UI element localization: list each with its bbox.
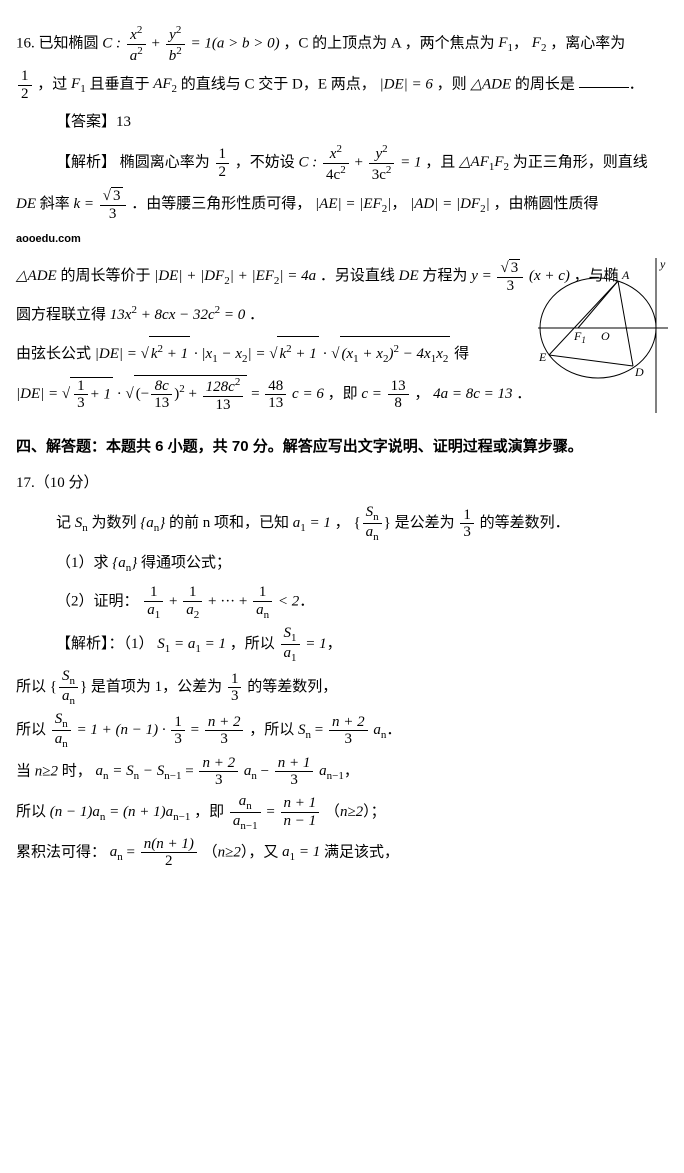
- svg-text:D: D: [634, 365, 644, 379]
- q17-sol-2: 所以 {Snan} 是首项为 1，公差为 13 的等差数列，: [16, 668, 668, 707]
- q17-part2: （2）证明： 1a1 + 1a2 + ··· + 1an < 2．: [16, 584, 668, 621]
- q17-sol-6: 累积法可得： an = n(n + 1)2 （n≥2），又 a1 = 1 满足该…: [16, 836, 668, 870]
- svg-text:A: A: [621, 268, 630, 282]
- q16-num: 16.: [16, 35, 35, 51]
- q17-sol-4: 当 n≥2 时， an = Sn − Sn−1 = n + 23 an − n …: [16, 755, 668, 789]
- q17-sol-5: 所以 (n − 1)an = (n + 1)an−1 ，即 anan−1 = n…: [16, 793, 668, 832]
- section-4-header: 四、解答题：本题共 6 小题，共 70 分。解答应写出文字说明、证明过程或演算步…: [16, 430, 668, 463]
- q16-stem-1: 16. 已知椭圆 C : x2 a2 + y2 b2 = 1(a > b > 0…: [16, 24, 668, 64]
- watermark: aooedu.com: [16, 233, 81, 245]
- q16-answer: 【答案】13: [16, 106, 668, 139]
- frac-y2-b2: y2 b2: [166, 24, 185, 64]
- q16-sol-1: 【解析】 椭圆离心率为 12 ，不妨设 C : x24c2 + y23c2 = …: [16, 143, 668, 183]
- q17-sol-3: 所以 Snan = 1 + (n − 1) · 13 = n + 23 ，所以 …: [16, 711, 668, 750]
- q17-part1: （1）求 {an} 得通项公式；: [16, 547, 668, 580]
- q16-sol-3: △ADE 的周长等价于 |DE| + |DF2| + |EF2| = 4a ．另…: [16, 259, 668, 294]
- svg-text:O: O: [601, 329, 610, 343]
- q17-sol-1: 【解析】：（1） S1 = a1 = 1 ，所以 S1a1 = 1，: [16, 625, 668, 664]
- svg-text:E: E: [538, 350, 547, 364]
- q16-stem-2: 12 ，过 F1 且垂直于 AF2 的直线与 C 交于 D，E 两点， |DE|…: [16, 68, 668, 102]
- svg-text:y: y: [659, 258, 666, 271]
- blank-fill: [579, 72, 629, 88]
- q17-stem: 记 Sn 为数列 {an} 的前 n 项和，已知 a1 = 1 ， {Snan}…: [16, 504, 668, 543]
- q16-sol-2: DE 斜率 k = 33 ．由等腰三角形性质可得， |AE| = |EF2|， …: [16, 187, 668, 255]
- frac-half: 12: [18, 68, 32, 102]
- svg-text:F1: F1: [573, 329, 586, 345]
- frac-x2-a2: x2 a2: [127, 24, 146, 64]
- q17-header: 17.（10 分）: [16, 467, 668, 500]
